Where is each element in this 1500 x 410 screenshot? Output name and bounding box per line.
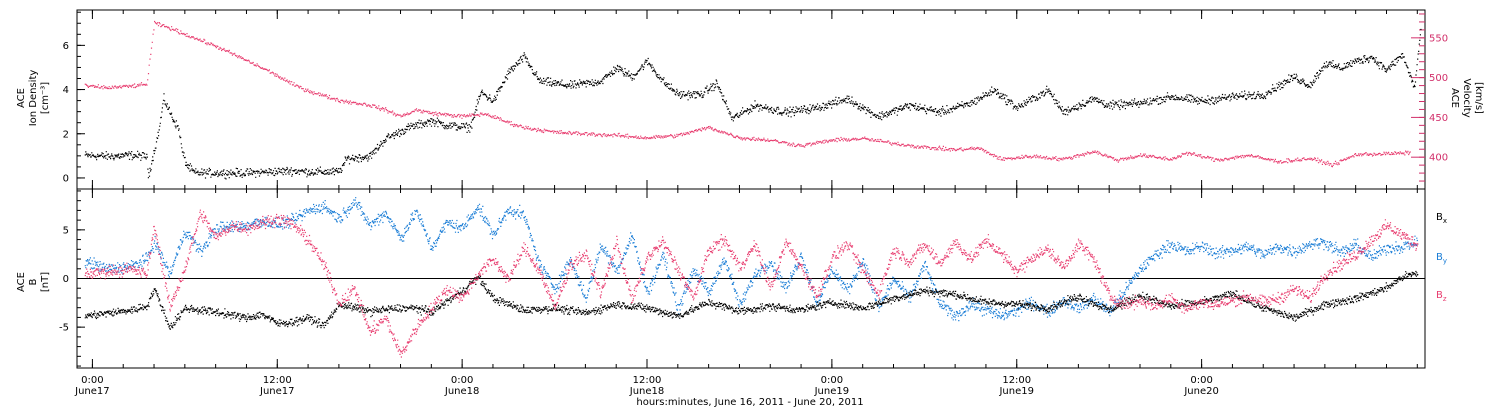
top-right-tick-label: 450 [1429,113,1448,124]
by-series [84,197,1419,322]
x-axis-label: hours:minutes, June 16, 2011 - June 20, … [636,397,863,408]
top-left-tick-label: 0 [63,173,69,184]
legend-bx: Bx [1436,212,1447,225]
x-tick-time-label: 0:00 [1190,375,1212,386]
bottom-left-axis-title: ACE [16,272,27,292]
bz-series-marks [84,209,1419,358]
x-tick-date-label: June19 [814,386,850,397]
x-tick-time-label: 12:00 [263,375,292,386]
legend-by: By [1436,252,1447,265]
x-tick-date-label: June18 [444,386,480,397]
top-panel: 0 2 4 6 400 450 500 550 [63,9,1448,190]
top-left-axis-label: Ion Density [28,70,39,127]
x-tick-date-label: June17 [259,386,295,397]
legend: Bx By Bz [1436,212,1447,303]
top-right-axis-units: [km/s] [1473,82,1484,114]
bottom-panel: -5 0 5 [59,188,1426,369]
ion-density-series-marks [84,28,1422,180]
by-series-marks [84,197,1419,322]
x-tick-date-label: June18 [629,386,665,397]
bottom-left-axis-label: B [28,278,39,285]
top-left-tick-label: 4 [63,85,69,96]
bx-series [84,270,1419,330]
velocity-series-marks [84,20,1411,168]
x-tick-time-label: 0:00 [81,375,103,386]
legend-bz: Bz [1436,290,1447,303]
x-tick-date-label: June17 [74,386,110,397]
velocity-series [84,20,1411,168]
top-right-tick-label: 500 [1429,73,1448,84]
top-left-tick-label: 6 [63,41,69,52]
bottom-left-tick-label: 0 [63,274,69,285]
x-tick-time-label: 12:00 [633,375,662,386]
top-right-tick-label: 550 [1429,33,1448,44]
bz-series [84,209,1419,358]
bottom-left-tick-label: 5 [63,225,69,236]
bx-series-marks [84,270,1419,330]
top-right-axis-title: ACE [1449,88,1460,108]
top-left-axis-units: [cm⁻³] [40,82,51,114]
x-tick-time-label: 0:00 [821,375,843,386]
bottom-left-tick-label: -5 [59,323,69,334]
x-tick-time-label: 0:00 [451,375,473,386]
x-tick-date-label: June19 [998,386,1034,397]
top-left-axis-title: ACE [16,88,27,108]
x-tick-time-label: 12:00 [1002,375,1031,386]
top-left-tick-label: 2 [63,129,69,140]
top-right-tick-label: 400 [1429,153,1448,164]
bottom-left-axis-units: [nT] [40,272,51,292]
ion-density-series [84,28,1422,180]
top-frame [76,9,1426,190]
x-axis: 0:00June1712:00June170:00June1812:00June… [74,10,1418,397]
top-right-axis-label: Velocity [1461,78,1472,117]
x-tick-date-label: June20 [1183,386,1219,397]
